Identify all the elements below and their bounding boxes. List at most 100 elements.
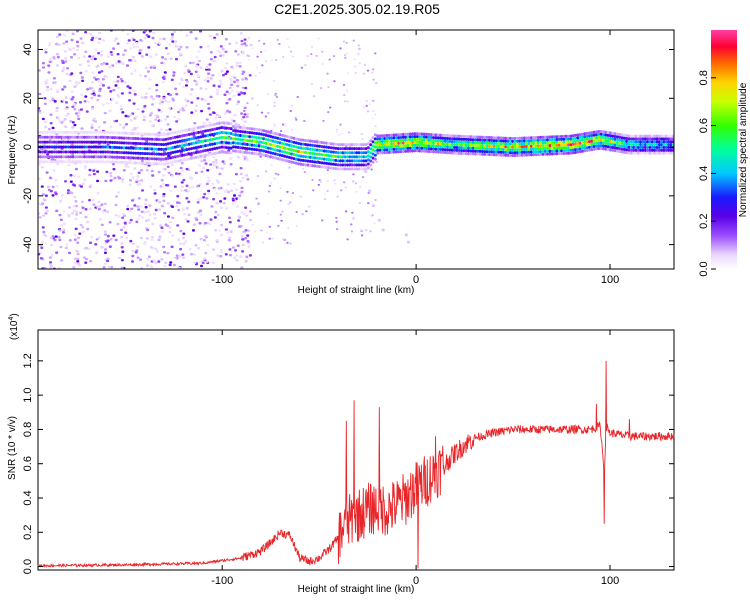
heatmap-cell xyxy=(203,192,207,196)
heatmap-cell xyxy=(77,112,81,115)
heatmap-cell xyxy=(348,163,352,167)
heatmap-cell xyxy=(90,130,93,134)
heatmap-cell xyxy=(277,224,280,227)
heatmap-cell xyxy=(204,153,207,157)
heatmap-cell xyxy=(42,64,46,67)
heatmap-cell xyxy=(50,130,54,134)
heatmap-cell xyxy=(420,135,424,139)
heatmap-cell xyxy=(113,176,117,180)
heatmap-cell xyxy=(620,141,624,145)
heatmap-cell xyxy=(148,132,152,136)
heatmap-cell xyxy=(111,97,115,101)
heatmap-cell xyxy=(306,159,310,163)
heatmap-cell xyxy=(203,79,207,82)
heatmap-cell xyxy=(283,158,287,162)
heatmap-cell xyxy=(585,131,589,135)
heatmap-cell xyxy=(101,84,105,87)
heatmap-cell xyxy=(329,142,333,146)
heatmap-cell xyxy=(65,114,69,118)
heatmap-cell xyxy=(355,167,359,171)
heatmap-cell xyxy=(583,143,587,147)
heatmap-cell xyxy=(585,143,589,147)
heatmap-cell xyxy=(450,151,454,155)
heatmap-cell xyxy=(648,143,652,147)
heatmap-cell xyxy=(173,131,177,135)
heatmap-cell xyxy=(171,160,175,164)
heatmap-cell xyxy=(159,143,163,147)
heatmap-cell xyxy=(256,174,260,177)
heatmap-cell xyxy=(639,137,643,141)
heatmap-cell xyxy=(346,52,349,55)
heatmap-cell xyxy=(138,74,142,77)
heatmap-cell xyxy=(392,147,396,151)
heatmap-cell xyxy=(116,175,120,179)
heatmap-cell xyxy=(167,106,171,110)
heatmap-cell xyxy=(63,50,67,53)
heatmap-cell xyxy=(273,136,277,140)
heatmap-cell xyxy=(169,151,173,155)
heatmap-cell xyxy=(222,145,226,149)
heatmap-cell xyxy=(385,133,389,137)
heatmap-cell xyxy=(571,148,575,152)
heatmap-cell xyxy=(220,150,224,154)
heatmap-cell xyxy=(548,152,552,156)
heatmap-cell xyxy=(38,177,41,181)
heatmap-cell xyxy=(279,187,282,190)
heatmap-cell xyxy=(301,138,305,142)
snr-y-multiplier: (x104) xyxy=(8,313,20,340)
heatmap-cell xyxy=(560,140,563,144)
heatmap-cell xyxy=(184,104,188,107)
heatmap-cell xyxy=(229,163,233,166)
heatmap-cell xyxy=(367,150,370,154)
heatmap-cell xyxy=(176,135,180,139)
heatmap-cell xyxy=(308,159,312,163)
heatmap-cell xyxy=(506,153,510,157)
heatmap-cell xyxy=(499,150,503,154)
heatmap-cell xyxy=(87,247,91,251)
heatmap-cell xyxy=(53,81,57,84)
heatmap-cell xyxy=(294,157,298,161)
heatmap-cell xyxy=(490,153,494,157)
heatmap-cell xyxy=(194,126,198,130)
heatmap-cell xyxy=(165,128,169,132)
heatmap-cell xyxy=(141,161,145,165)
heatmap-cell xyxy=(348,143,352,147)
heatmap-cell xyxy=(47,188,51,192)
heatmap-cell xyxy=(168,43,172,46)
heatmap-cell xyxy=(602,135,605,139)
heatmap-cell xyxy=(604,130,608,134)
heatmap-cell xyxy=(583,149,587,153)
heatmap-cell xyxy=(164,118,168,121)
heatmap-cell xyxy=(55,185,59,188)
heatmap-cell xyxy=(259,140,263,144)
heatmap-cell xyxy=(315,156,319,160)
heatmap-cell xyxy=(38,135,42,139)
heatmap-cell xyxy=(590,148,594,152)
heatmap-cell xyxy=(604,147,608,151)
heatmap-cell xyxy=(274,59,278,62)
heatmap-cell xyxy=(415,146,419,150)
heatmap-cell xyxy=(187,142,191,146)
colorbar-tick-label: 0.6 xyxy=(698,118,710,133)
heatmap-cell xyxy=(106,259,110,263)
heatmap-cell xyxy=(653,134,657,138)
heatmap-cell xyxy=(339,123,342,126)
heatmap-cell xyxy=(657,140,661,144)
heatmap-cell xyxy=(66,155,70,159)
y-tick-label: 20 xyxy=(22,92,34,104)
heatmap-cell xyxy=(385,151,389,155)
heatmap-cell xyxy=(245,115,249,118)
heatmap-cell xyxy=(650,148,654,152)
heatmap-cell xyxy=(159,157,163,161)
heatmap-cell xyxy=(345,89,349,92)
heatmap-cell xyxy=(85,155,89,159)
heatmap-cell xyxy=(161,56,165,59)
heatmap-cell xyxy=(71,212,75,215)
heatmap-cell xyxy=(164,132,168,136)
heatmap-cell xyxy=(233,194,237,197)
heatmap-cell xyxy=(581,141,584,145)
heatmap-cell xyxy=(215,202,219,205)
heatmap-cell xyxy=(279,213,283,216)
heatmap-cell xyxy=(481,147,484,151)
heatmap-cell xyxy=(269,134,273,138)
